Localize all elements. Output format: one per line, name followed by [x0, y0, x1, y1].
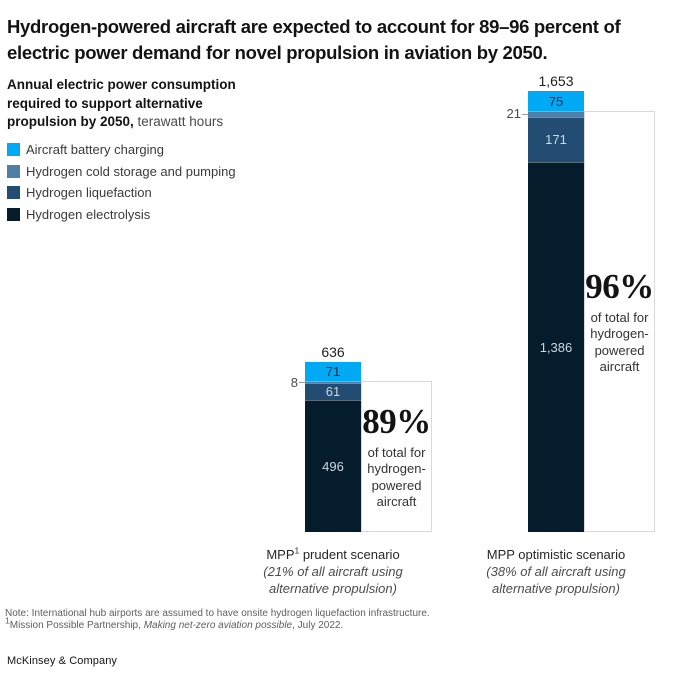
footnote-note: Note: International hub airports are ass… [5, 608, 430, 619]
stacked-bar: 75 171 1,386 [528, 91, 584, 532]
callout-caption-line: hydrogen- [590, 326, 649, 341]
legend-item: Hydrogen liquefaction [7, 186, 236, 208]
x-axis-label-optimistic-sub2: alternative propulsion) [492, 581, 620, 596]
legend-swatch-icon [7, 186, 20, 199]
x-axis-label-optimistic: MPP optimistic scenario (38% of all airc… [451, 546, 661, 597]
legend-label: Hydrogen liquefaction [26, 185, 152, 200]
exhibit-title-line1: Hydrogen-powered aircraft are expected t… [7, 16, 621, 38]
callout-caption-line: hydrogen- [367, 461, 426, 477]
bar-segment: 171 [528, 116, 584, 163]
x-axis-label-prudent-sub1: (21% of all aircraft using [263, 564, 403, 579]
bar-segment-value: 61 [325, 384, 341, 400]
legend-label: Aircraft battery charging [26, 142, 165, 157]
bar-segment: 71 [305, 362, 361, 382]
bar-segment: 496 [305, 399, 361, 532]
stacked-bar: 71 61 496 [305, 362, 361, 532]
tick-connector-line [522, 113, 528, 115]
legend: Aircraft battery charging Hydrogen cold s… [7, 143, 236, 229]
callout-caption-line: aircraft [599, 359, 640, 374]
legend-item: Aircraft battery charging [7, 143, 236, 165]
callout-caption-line: powered [371, 477, 422, 493]
bar-segment [305, 381, 361, 384]
chart-subtitle: Annual electric power consumption requir… [7, 76, 277, 132]
x-axis-label-prudent-name: MPP1 prudent scenario [266, 545, 400, 562]
subtitle-line2: required to support alternative [7, 95, 203, 111]
mckinsey-wordmark: McKinsey & Company [7, 655, 118, 667]
callout-caption-line: of total for [590, 309, 649, 325]
bar-segment: 61 [305, 383, 361, 400]
x-axis-label-prudent: MPP1 prudent scenario (21% of all aircra… [228, 546, 438, 597]
bar-segment-value: 75 [548, 93, 564, 109]
bar-segment: 1,386 [528, 162, 584, 532]
callout-caption-line: of total for [367, 444, 426, 460]
subtitle-line3-bold: propulsion by 2050, [7, 114, 134, 129]
bar-segment: 75 [528, 91, 584, 111]
tick-connector-line [299, 382, 305, 384]
bar-segment-value: 171 [545, 132, 567, 148]
legend-item: Hydrogen cold storage and pumping [7, 163, 236, 187]
bar-segment-outside-value: 8 [290, 374, 298, 390]
exhibit-title-line2: electric power demand for novel propulsi… [7, 41, 548, 63]
bar-segment-value: 1,386 [539, 340, 573, 356]
footnotes: Note: International hub airports are ass… [5, 608, 695, 631]
x-axis-label-optimistic-name: MPP optimistic scenario [486, 547, 626, 562]
footnote-source: 1Mission Possible Partnership, Making ne… [5, 615, 344, 631]
subtitle-line3: propulsion by 2050, terawatt hours [7, 113, 277, 132]
bar-total-value: 1,653 [538, 73, 574, 89]
subtitle-line1: Annual electric power consumption [7, 77, 236, 92]
legend-swatch-icon [7, 164, 20, 178]
callout-box: 89% of total for hydrogen-powered aircraft [361, 381, 432, 532]
bar-segment-value: 71 [325, 364, 341, 380]
legend-swatch-icon [7, 143, 20, 156]
callout-caption-line: aircraft [376, 494, 417, 510]
callout-percentage: 89% [362, 401, 431, 441]
legend-label: Hydrogen electrolysis [26, 206, 151, 222]
legend-swatch-icon [7, 207, 20, 221]
x-axis-label-optimistic-sub1: (38% of all aircraft using [486, 564, 626, 579]
bar-segment-value: 496 [322, 458, 344, 474]
exhibit-title: Hydrogen-powered aircraft are expected t… [7, 14, 697, 65]
callout-percentage: 96% [585, 266, 654, 306]
bar-segment-outside-value: 21 [506, 106, 521, 122]
legend-item: Hydrogen electrolysis [7, 206, 236, 230]
bar-total-value: 636 [321, 344, 345, 361]
callout-box: 96% of total for hydrogen-powered aircraft [584, 111, 655, 532]
callout-caption-line: powered [594, 342, 645, 358]
bar-segment [528, 111, 584, 117]
x-axis-label-prudent-sub2: alternative propulsion) [269, 581, 397, 596]
subtitle-unit: terawatt hours [133, 114, 224, 129]
legend-label: Hydrogen cold storage and pumping [26, 163, 236, 179]
